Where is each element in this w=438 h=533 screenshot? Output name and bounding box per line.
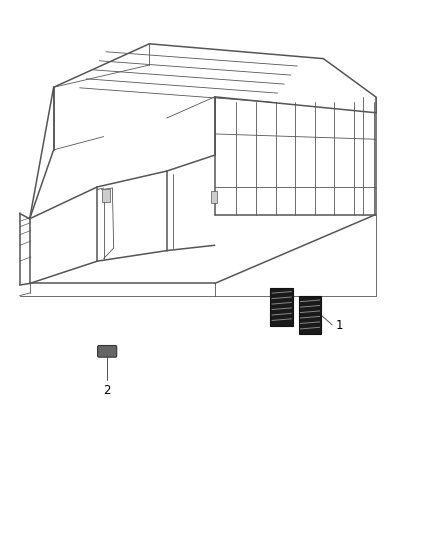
Bar — [102, 189, 110, 202]
Bar — [299, 296, 321, 334]
FancyBboxPatch shape — [98, 345, 117, 357]
Text: 2: 2 — [103, 384, 111, 397]
Text: 1: 1 — [336, 319, 343, 333]
Bar — [270, 288, 293, 326]
Bar — [211, 191, 217, 203]
